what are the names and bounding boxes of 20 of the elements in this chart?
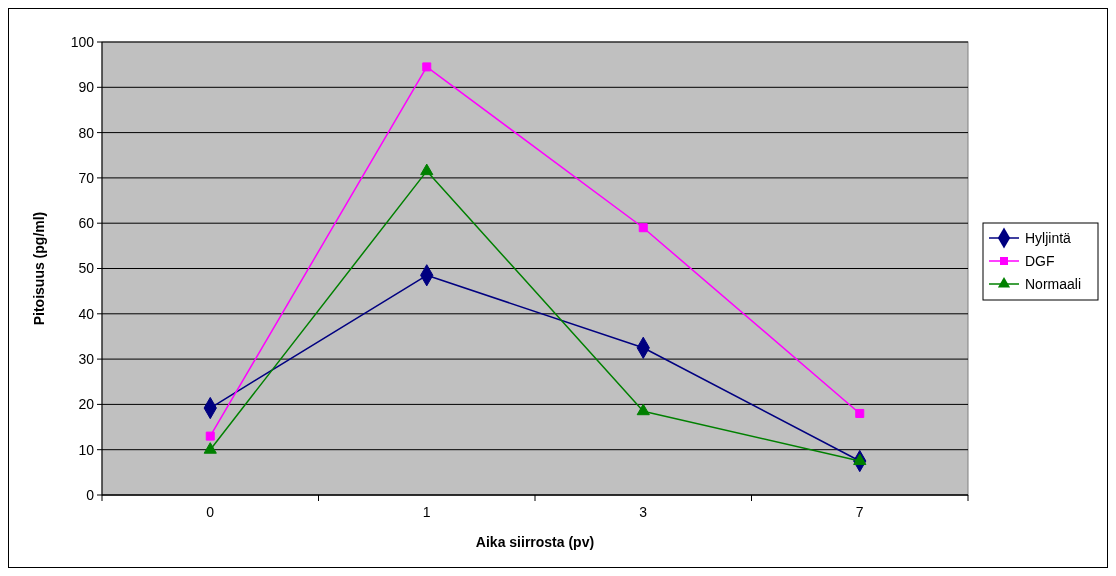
y-tick-label: 90: [78, 79, 95, 96]
y-tick-label: 100: [70, 33, 95, 50]
y-tick-label: 50: [78, 260, 95, 277]
y-tick-label: 40: [78, 305, 95, 322]
x-tick-label: 7: [855, 504, 864, 520]
y-tick-label: 70: [78, 169, 95, 186]
y-axis-title: Pitoisuus (pg/ml): [31, 211, 47, 326]
x-tick-label: 3: [639, 504, 648, 520]
legend-label: DGF: [1025, 252, 1055, 269]
legend-label: Normaali: [1025, 275, 1082, 292]
y-tick-label: 80: [78, 124, 95, 141]
y-tick-label: 20: [78, 396, 95, 413]
y-tick-label: 30: [78, 351, 95, 367]
y-tick-label: 10: [78, 441, 95, 458]
legend-label: Hyljintä: [1025, 229, 1072, 246]
x-tick-label: 0: [206, 504, 215, 520]
y-tick-label: 0: [86, 486, 95, 503]
x-tick-label: 1: [422, 504, 431, 520]
x-axis-title: Aika siirrosta (pv): [475, 534, 595, 550]
y-tick-label: 60: [78, 215, 95, 232]
